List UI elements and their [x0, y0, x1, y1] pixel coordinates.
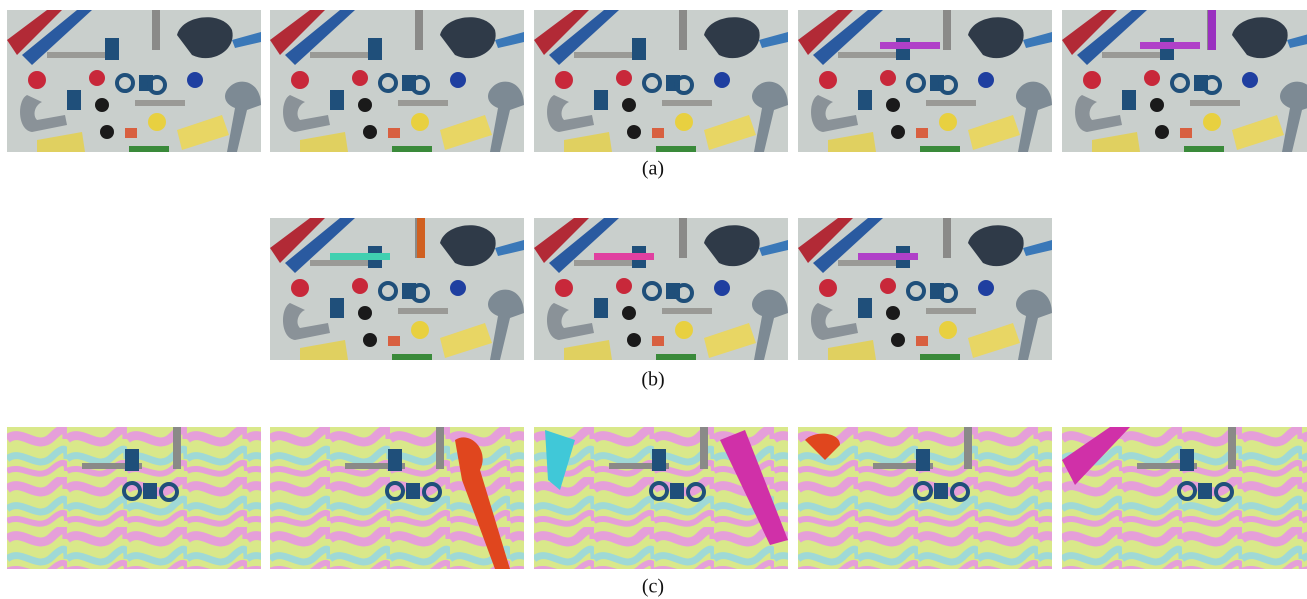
image: [7, 427, 261, 569]
highlight: [594, 253, 654, 260]
image: [534, 218, 788, 360]
row-a-images: [7, 10, 1307, 152]
row-b-images: [270, 218, 1052, 360]
highlight: [330, 253, 390, 260]
caption: (b): [641, 369, 664, 391]
image: [7, 10, 261, 152]
image: [534, 10, 788, 152]
highlight: [1140, 42, 1200, 49]
image: [798, 10, 1052, 152]
caption: (a): [642, 158, 664, 180]
highlight: [858, 253, 918, 260]
image: [798, 218, 1052, 360]
highlight: [1208, 10, 1216, 50]
highlight: [880, 42, 940, 49]
row-c-images: [7, 427, 1307, 569]
caption: (c): [642, 576, 664, 598]
figure: (a) (b) (c): [0, 0, 1307, 599]
image: [1062, 10, 1307, 152]
image: [270, 10, 524, 152]
image: [270, 218, 524, 360]
page: (a) (b) (c) (() => { const data = JSON.p…: [0, 0, 1307, 599]
highlight: [417, 218, 425, 258]
